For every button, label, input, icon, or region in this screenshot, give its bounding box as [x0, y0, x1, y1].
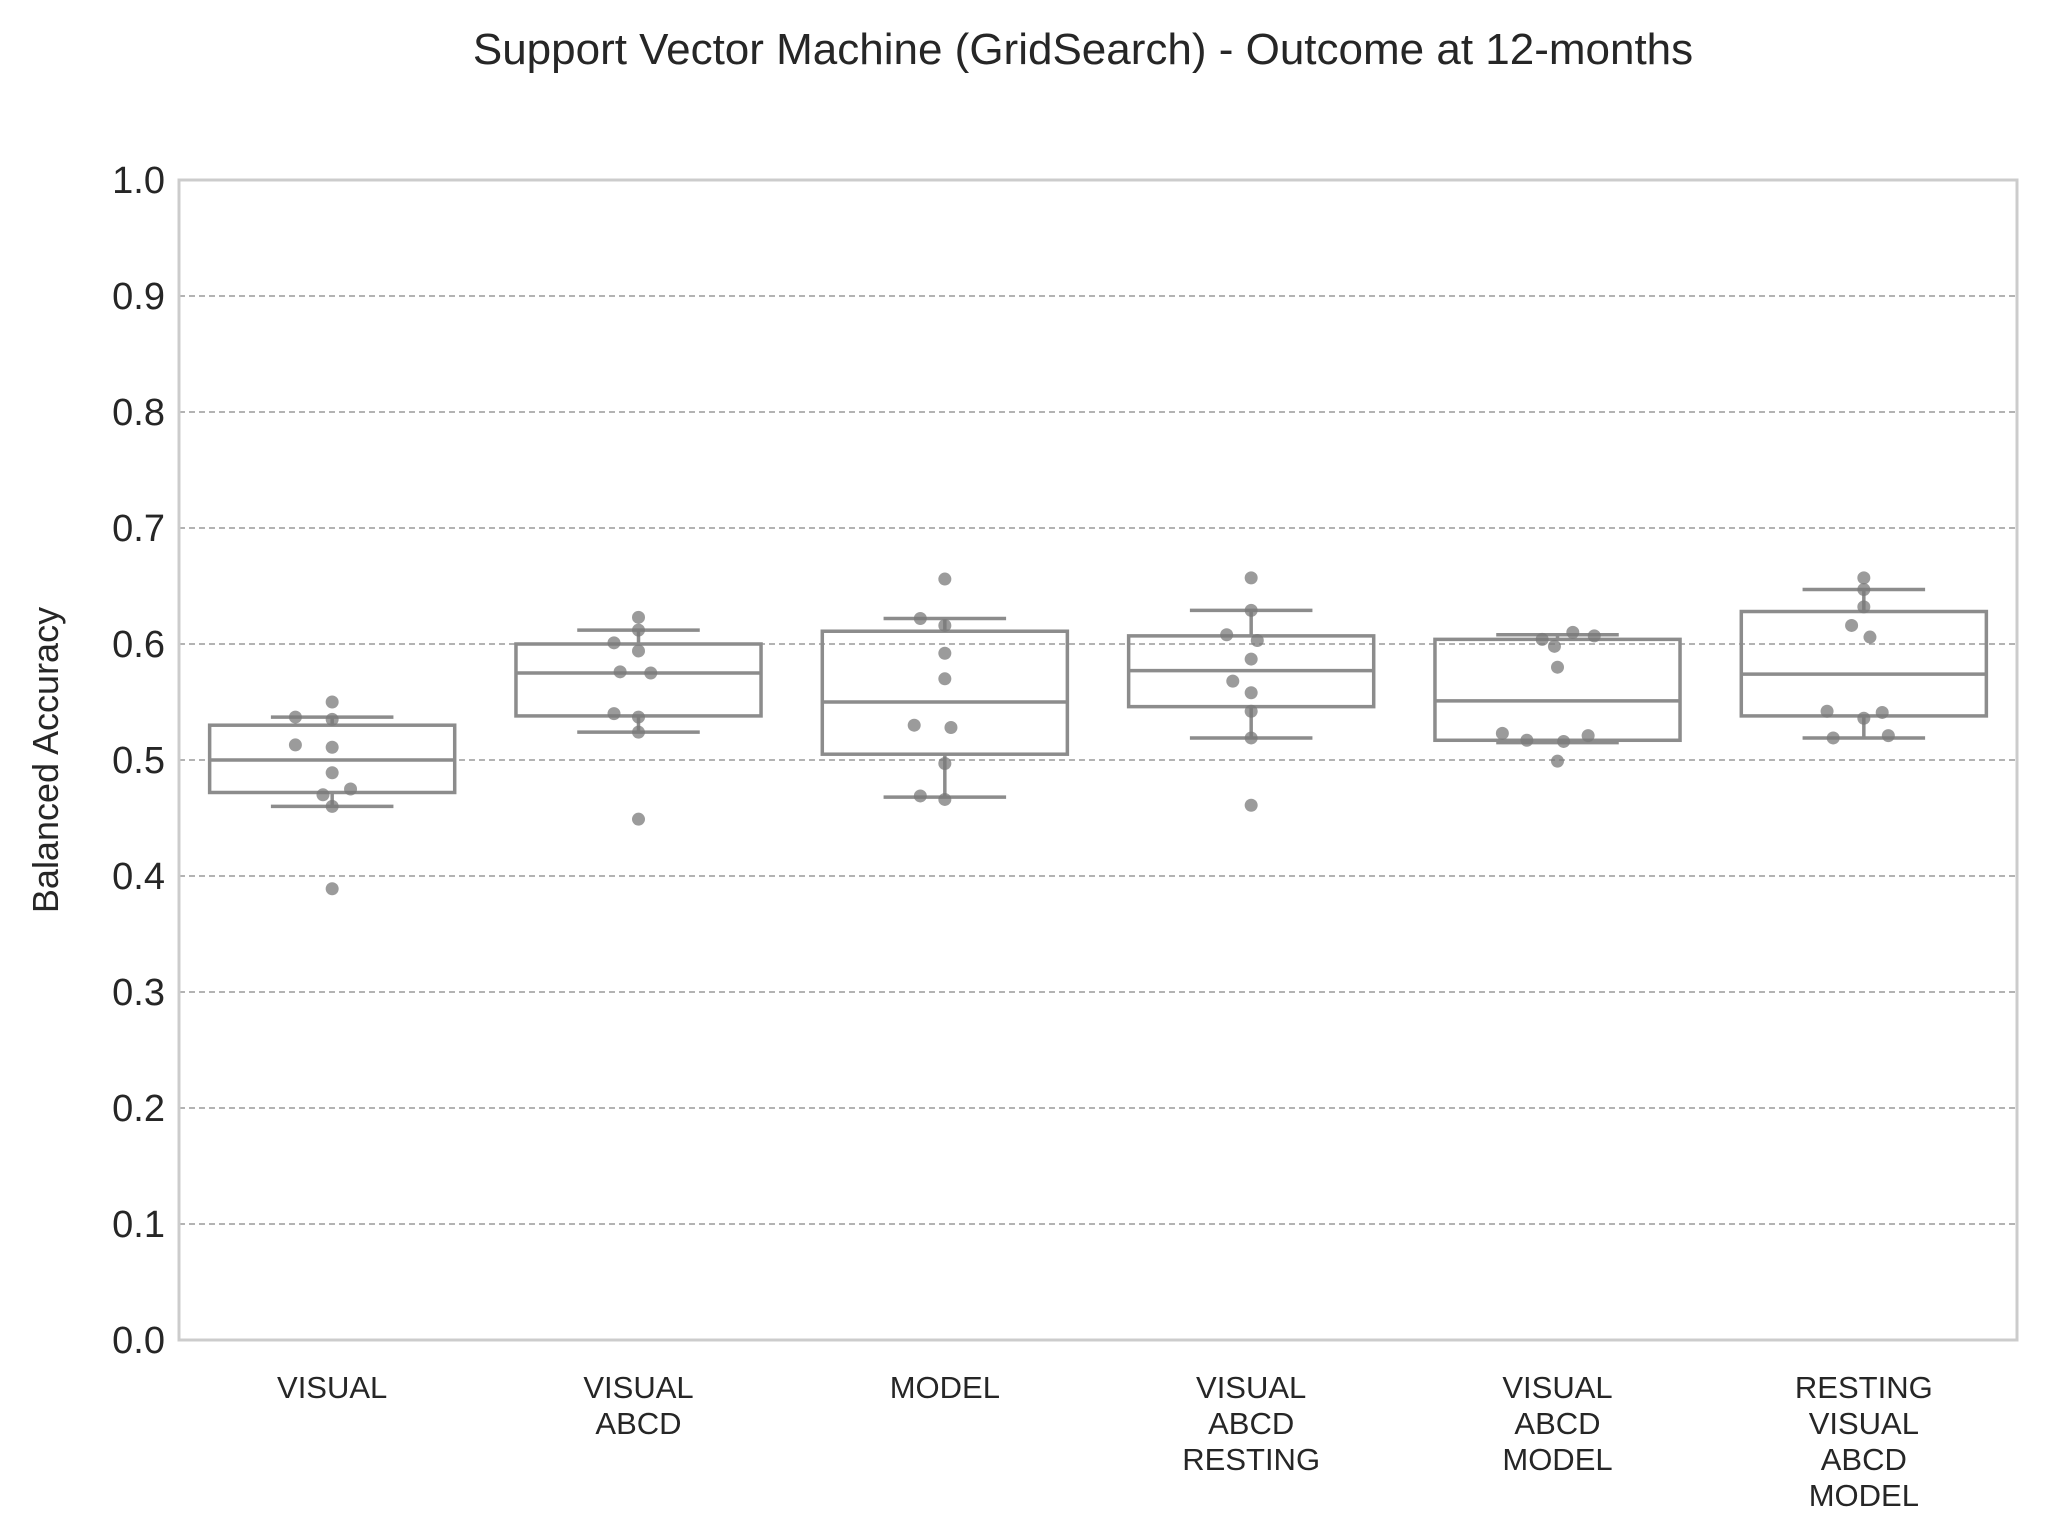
data-point — [1250, 634, 1264, 648]
y-tick-label: 0.6 — [112, 624, 165, 666]
data-point — [1244, 652, 1258, 666]
data-point — [1535, 632, 1549, 646]
data-point — [913, 789, 927, 803]
data-point — [1581, 729, 1595, 743]
x-tick-label: VISUAL ABCD — [583, 1370, 693, 1441]
x-tick-label: RESTING VISUAL ABCD MODEL — [1795, 1370, 1933, 1513]
data-point — [1881, 729, 1895, 743]
y-tick-label: 0.5 — [112, 740, 165, 782]
data-point — [1495, 726, 1509, 740]
data-point — [1566, 625, 1580, 639]
data-point — [344, 782, 358, 796]
box-group — [820, 616, 1070, 799]
y-axis-label: Balanced Accuracy — [25, 607, 66, 913]
data-point — [325, 882, 339, 896]
data-points — [288, 571, 1895, 896]
data-point — [938, 672, 952, 686]
data-point — [1875, 705, 1889, 719]
data-point — [1520, 733, 1534, 747]
chart-title: Support Vector Machine (GridSearch) - Ou… — [473, 25, 1693, 74]
box-group — [1126, 608, 1376, 740]
data-point — [938, 792, 952, 806]
data-point — [607, 636, 621, 650]
data-point — [938, 618, 952, 632]
data-point — [632, 644, 645, 658]
data-point — [938, 756, 952, 770]
y-axis-ticks: 0.0 0.1 0.2 0.3 0.4 0.5 0.6 0.7 0.8 0.9 1.0 — [112, 160, 165, 1362]
data-point — [288, 738, 302, 752]
data-point — [1857, 600, 1871, 614]
data-point — [1557, 734, 1571, 748]
data-point — [1244, 704, 1258, 718]
box-iqr — [1433, 637, 1682, 743]
data-point — [632, 725, 645, 739]
data-point — [325, 799, 339, 813]
data-point — [613, 665, 627, 679]
x-tick-label: MODEL — [890, 1370, 1000, 1405]
y-tick-label: 0.9 — [112, 276, 165, 318]
data-point — [325, 712, 339, 726]
x-tick-label: VISUAL ABCD MODEL — [1502, 1370, 1612, 1477]
data-point — [1551, 660, 1564, 674]
data-point — [913, 611, 927, 625]
y-tick-label: 0.0 — [112, 1320, 165, 1362]
data-point — [1244, 731, 1258, 745]
data-point — [288, 710, 302, 724]
data-point — [1587, 629, 1601, 643]
y-tick-label: 0.4 — [112, 856, 165, 898]
data-point — [607, 707, 621, 721]
y-tick-label: 0.8 — [112, 392, 165, 434]
data-point — [1244, 571, 1258, 585]
x-tick-label: VISUAL ABCD RESTING — [1182, 1370, 1320, 1477]
data-point — [1857, 711, 1871, 725]
data-point — [632, 710, 645, 724]
data-point — [1845, 618, 1859, 632]
y-tick-label: 0.1 — [112, 1204, 165, 1246]
y-tick-label: 1.0 — [112, 160, 165, 202]
data-point — [644, 666, 658, 680]
data-point — [1220, 628, 1234, 642]
gridlines — [179, 295, 2017, 1225]
box-group — [207, 715, 457, 809]
data-point — [1244, 603, 1258, 617]
data-point — [632, 623, 645, 637]
data-point — [1551, 754, 1564, 768]
data-point — [938, 572, 952, 586]
data-point — [325, 740, 339, 754]
data-point — [1826, 731, 1840, 745]
data-point — [632, 610, 645, 624]
y-tick-label: 0.3 — [112, 972, 165, 1014]
data-point — [325, 766, 339, 780]
plot-frame — [177, 178, 2019, 1342]
data-point — [1244, 798, 1258, 812]
data-point — [1863, 630, 1877, 644]
data-point — [1226, 674, 1240, 688]
data-point — [1820, 704, 1834, 718]
data-point — [1244, 686, 1258, 700]
data-point — [1857, 582, 1871, 596]
data-point — [1547, 639, 1561, 653]
data-point — [316, 788, 330, 802]
box-iqr — [1739, 609, 1989, 718]
data-point — [944, 721, 958, 735]
y-tick-label: 0.2 — [112, 1088, 165, 1130]
data-point — [1857, 571, 1871, 585]
boxes — [207, 587, 1989, 809]
y-tick-label: 0.7 — [112, 508, 165, 550]
data-point — [938, 646, 952, 660]
data-point — [325, 695, 339, 709]
data-point — [907, 718, 921, 732]
x-tick-label: VISUAL — [277, 1370, 387, 1405]
data-point — [632, 812, 645, 826]
